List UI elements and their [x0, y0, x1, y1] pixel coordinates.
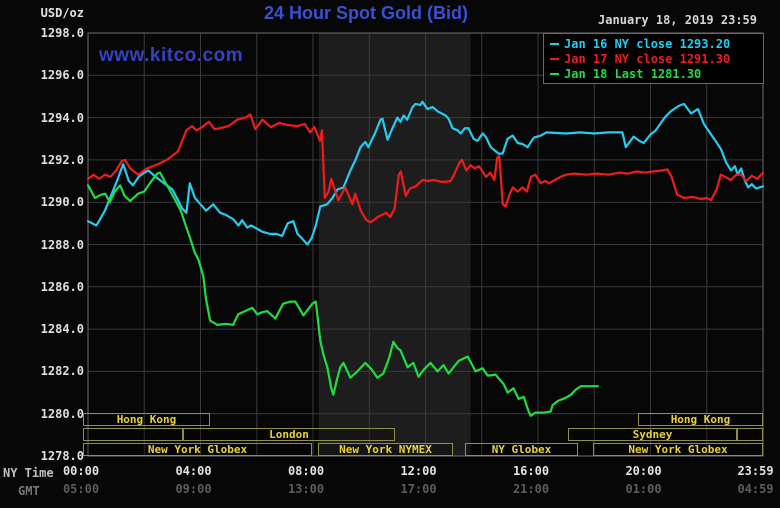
legend-label: Jan 18 Last 1281.30 — [564, 66, 702, 81]
x-tick-gmt: 13:00 — [287, 482, 325, 496]
x-tick-gmt: 21:00 — [512, 482, 550, 496]
x-tick-ny-time: 08:00 — [287, 464, 325, 478]
x-tick-ny-time: 20:00 — [625, 464, 662, 478]
series-line-jan16 — [86, 100, 765, 246]
session-box-new-york-nymex: New York NYMEX — [318, 443, 453, 456]
unit-label: USD/oz — [40, 6, 84, 20]
x-tick-ny-time: 16:00 — [512, 464, 550, 478]
legend-item: Jan 16 NY close 1293.20 — [550, 36, 730, 51]
y-tick-label: 1278.0 — [40, 449, 84, 463]
series-line-jan17 — [86, 113, 765, 224]
ny-time-axis-label: NY Time — [3, 466, 54, 480]
session-box-empty — [83, 428, 183, 441]
legend-label: Jan 17 NY close 1291.30 — [564, 51, 731, 66]
session-box-ny-globex: NY Globex — [465, 443, 578, 456]
x-tick-gmt: 01:00 — [625, 482, 662, 496]
session-label: New York NYMEX — [339, 443, 432, 456]
y-tick-label: 1298.0 — [40, 26, 84, 40]
session-label: Hong Kong — [116, 413, 177, 426]
y-tick-label: 1292.0 — [40, 152, 84, 167]
legend-dash-icon — [550, 42, 559, 45]
plot-border — [87, 32, 764, 457]
x-tick-ny-time: 04:00 — [175, 464, 212, 478]
series-line-jan18 — [86, 171, 600, 417]
session-box-new-york-globex: New York Globex — [593, 443, 763, 456]
shaded-session-band — [318, 33, 471, 456]
y-tick-label: 1290.0 — [40, 195, 84, 210]
y-tick-label: 1286.0 — [40, 279, 84, 294]
legend-item: Jan 18 Last 1281.30 — [550, 66, 701, 81]
y-tick-label: 1296.0 — [40, 68, 84, 83]
legend-box: Jan 16 NY close 1293.20 Jan 17 NY close 1… — [543, 33, 764, 84]
kitco-watermark: www.kitco.com — [99, 45, 244, 66]
session-label: New York Globex — [147, 443, 248, 456]
y-tick-label: 1294.0 — [40, 110, 84, 125]
session-label: Sydney — [632, 428, 673, 441]
x-tick-ny-time: 23:59 — [737, 464, 774, 478]
session-label: NY Globex — [491, 443, 552, 456]
legend-dash-icon — [550, 57, 559, 60]
session-label: New York Globex — [628, 443, 728, 456]
x-tick-gmt: 17:00 — [400, 482, 437, 496]
page-title: 24 Hour Spot Gold (Bid) — [264, 3, 468, 23]
session-box-hong-kong: Hong Kong — [83, 413, 210, 426]
session-label: Hong Kong — [670, 413, 731, 426]
legend-label: Jan 16 NY close 1293.20 — [564, 36, 731, 51]
gmt-axis-label: GMT — [18, 484, 40, 498]
legend-dash-icon — [550, 72, 559, 75]
date-label: January 18, 2019 23:59 — [598, 13, 757, 27]
session-box-london: London — [183, 428, 395, 441]
y-tick-label: 1280.0 — [40, 406, 84, 421]
x-tick-ny-time: 12:00 — [400, 464, 437, 478]
session-label: London — [269, 428, 309, 441]
y-tick-label: 1288.0 — [40, 237, 84, 252]
session-box-sydney: Sydney — [568, 428, 737, 441]
x-tick-gmt: 04:59 — [737, 482, 774, 496]
x-tick-gmt: 05:00 — [62, 482, 100, 496]
y-tick-label: 1282.0 — [40, 364, 84, 379]
x-tick-ny-time: 00:00 — [62, 464, 100, 478]
session-box-empty — [737, 428, 763, 441]
x-tick-gmt: 09:00 — [175, 482, 212, 496]
y-tick-label: 1284.0 — [40, 322, 84, 337]
session-box-new-york-globex: New York Globex — [83, 443, 312, 456]
session-box-hong-kong: Hong Kong — [638, 413, 763, 426]
legend-item: Jan 17 NY close 1291.30 — [550, 51, 730, 66]
